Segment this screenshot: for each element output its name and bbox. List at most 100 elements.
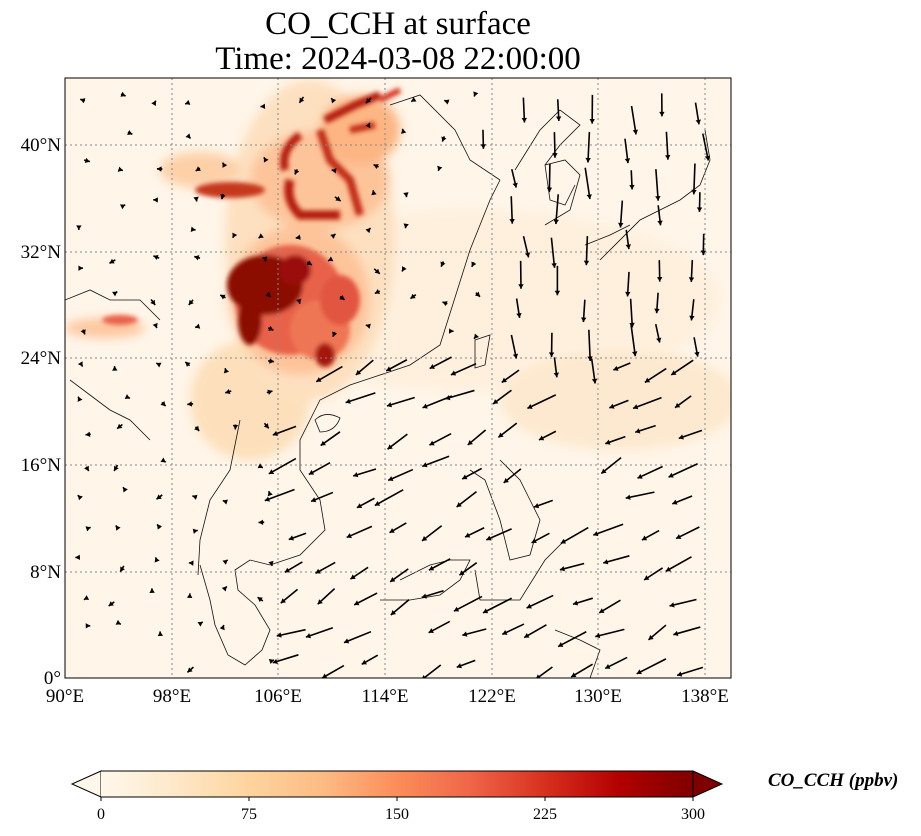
wind-arrow <box>585 236 589 266</box>
colorbar-tick-label: 0 <box>97 806 105 823</box>
wind-arrowhead <box>265 291 271 297</box>
wind-arrowhead <box>76 225 82 230</box>
wind-arrow <box>673 626 701 636</box>
lon-tick-label: 130°E <box>574 686 622 707</box>
wind-arrowhead <box>386 366 392 372</box>
wind-arrowhead <box>272 430 278 436</box>
wind-arrowhead <box>437 165 443 171</box>
wind-arrowhead <box>268 325 274 331</box>
wind-arrowhead <box>676 534 682 539</box>
colorbar-extend-min <box>70 770 102 798</box>
lat-tick-label: 32°N <box>21 242 62 263</box>
wind-arrowhead <box>185 133 191 139</box>
wind-arrowhead <box>153 254 159 261</box>
colorbar-tick-label: 300 <box>681 806 705 823</box>
lon-tick-label: 138°E <box>681 686 729 707</box>
wind-arrow <box>630 324 637 357</box>
wind-arrowhead <box>502 629 508 635</box>
map-title: CO_CCH at surface <box>265 6 531 42</box>
wind-arrowhead <box>462 631 468 637</box>
wind-arrowhead <box>294 169 300 175</box>
wind-arrow <box>588 329 592 361</box>
wind-arrowhead <box>503 477 509 483</box>
wind-arrowhead <box>445 395 451 401</box>
wind-arrowhead <box>260 103 266 110</box>
wind-arrowhead <box>689 315 695 321</box>
wind-arrowhead <box>80 98 86 104</box>
wind-arrowhead <box>665 566 672 572</box>
wind-arrowhead <box>299 97 305 103</box>
wind-arrowhead <box>195 166 201 171</box>
wind-arrowhead <box>480 144 487 149</box>
wind-arrowhead <box>268 469 275 474</box>
wind-arrowhead <box>509 219 515 224</box>
wind-arrowhead <box>156 494 162 500</box>
wind-arrowhead <box>222 559 228 565</box>
wind-arrowhead <box>160 457 166 463</box>
wind-arrow <box>315 365 343 383</box>
wind-arrowhead <box>219 625 225 631</box>
wind-arrowhead <box>553 372 560 378</box>
wind-arrowhead <box>185 99 191 105</box>
wind-arrowhead <box>112 291 118 297</box>
wind-arrowhead <box>85 526 91 532</box>
wind-arrowhead <box>474 291 481 297</box>
lon-tick-label: 122°E <box>468 686 516 707</box>
wind-arrow <box>655 169 659 201</box>
wind-arrowhead <box>187 667 193 673</box>
wind-arrowhead <box>456 502 462 508</box>
wind-arrowhead <box>267 491 273 497</box>
wind-arrowhead <box>633 404 639 410</box>
wind-arrowhead <box>197 621 203 627</box>
wind-arrowhead <box>473 91 479 97</box>
wind-arrowhead <box>560 538 567 544</box>
wind-arrowhead <box>527 403 533 409</box>
wind-arrow <box>637 465 663 479</box>
wind-arrowhead <box>328 256 334 262</box>
wind-arrowhead <box>156 166 162 172</box>
wind-arrowhead <box>482 608 489 614</box>
wind-arrowhead <box>671 370 677 375</box>
wind-arrowhead <box>127 130 133 136</box>
wind-arrowhead <box>534 503 540 509</box>
wind-arrowhead <box>80 329 86 335</box>
wind-arrowhead <box>343 638 350 644</box>
wind-arrowhead <box>601 468 607 474</box>
wind-arrowhead <box>411 96 417 102</box>
wind-arrowhead <box>85 431 91 437</box>
wind-arrowhead <box>583 260 590 266</box>
wind-arrowhead <box>526 603 532 609</box>
wind-arrow <box>305 626 334 638</box>
wind-arrowhead <box>673 630 679 637</box>
wind-arrowhead <box>625 494 631 500</box>
wind-arrow <box>665 131 669 160</box>
wind-arrowhead <box>120 566 125 572</box>
wind-arrowhead <box>538 435 545 441</box>
wind-arrowhead <box>581 317 587 323</box>
wind-arrowhead <box>190 226 196 232</box>
wind-arrow <box>482 597 513 614</box>
wind-arrow <box>693 163 696 195</box>
wind-arrowhead <box>222 162 228 168</box>
wind-arrowhead <box>194 255 200 261</box>
wind-arrowhead <box>331 98 337 104</box>
wind-arrowhead <box>548 352 555 357</box>
wind-vectors <box>75 91 711 678</box>
wind-arrowhead <box>156 362 162 368</box>
wind-arrowhead <box>516 312 522 318</box>
wind-arrowhead <box>222 499 228 505</box>
wind-arrowhead <box>465 532 471 538</box>
wind-arrow <box>630 105 637 135</box>
wind-arrowhead <box>268 560 274 566</box>
wind-arrowhead <box>474 333 480 339</box>
wind-arrow <box>453 595 483 612</box>
colorbar-extend-max <box>692 770 724 798</box>
wind-arrowhead <box>421 593 427 599</box>
wind-arrowhead <box>573 600 579 606</box>
wind-arrowhead <box>316 377 322 382</box>
wind-arrowhead <box>365 323 371 329</box>
wind-arrowhead <box>422 675 426 678</box>
wind-arrow <box>676 666 704 677</box>
wind-arrowhead <box>264 496 270 502</box>
